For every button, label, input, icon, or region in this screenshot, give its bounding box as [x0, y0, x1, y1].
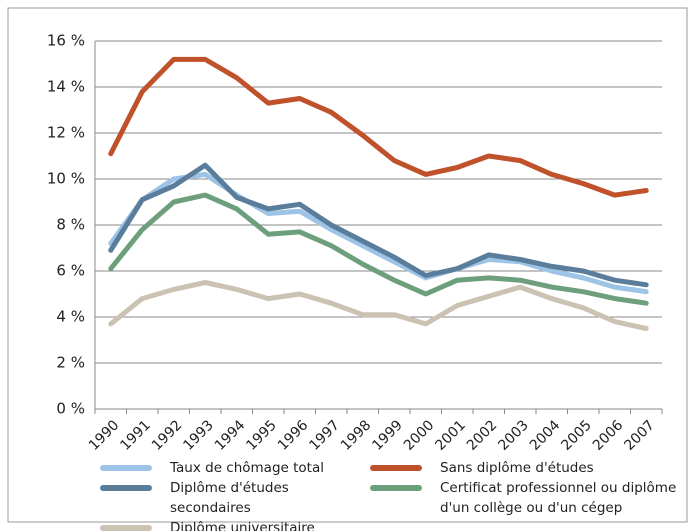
legend-label: Taux de chômage total [170, 460, 324, 476]
legend-swatch [370, 485, 422, 491]
legend-swatch [100, 525, 152, 531]
legend-column: Taux de chômage total Diplôme d'études se… [100, 458, 352, 531]
y-tick-label: 6 % [56, 262, 85, 280]
legend-item: Taux de chômage total [100, 458, 352, 478]
y-tick-label: 8 % [56, 216, 85, 234]
y-tick-label: 4 % [56, 308, 85, 326]
legend-label: Diplôme d'études secondaires [170, 480, 289, 516]
series-line [108, 280, 649, 331]
legend-label: Diplôme universitaire [170, 520, 315, 531]
legend: Taux de chômage total Diplôme d'études se… [100, 458, 680, 531]
legend-item: Sans diplôme d'études [370, 458, 680, 478]
y-tick-label: 14 % [47, 78, 85, 96]
y-tick-label: 10 % [47, 170, 85, 188]
legend-swatch [100, 485, 152, 491]
legend-item: Diplôme universitaire [100, 518, 352, 531]
legend-label: Sans diplôme d'études [440, 460, 594, 476]
series-line [108, 162, 649, 288]
y-tick-label: 0 % [56, 400, 85, 418]
frame [7, 7, 688, 523]
legend-label: Certificat professionnel ou diplôme d'un… [440, 480, 677, 516]
legend-column: Sans diplôme d'études Certificat professi… [370, 458, 680, 531]
series-line [108, 56, 649, 198]
legend-item: Diplôme d'études secondaires [100, 478, 352, 518]
y-tick-label: 12 % [47, 124, 85, 142]
series-line [108, 192, 649, 306]
y-tick-label: 16 % [47, 32, 85, 50]
legend-swatch [100, 465, 152, 471]
legend-item: Certificat professionnel ou diplôme d'un… [370, 478, 680, 518]
y-tick-label: 2 % [56, 354, 85, 372]
legend-swatch [370, 465, 422, 471]
series-line [108, 171, 649, 295]
